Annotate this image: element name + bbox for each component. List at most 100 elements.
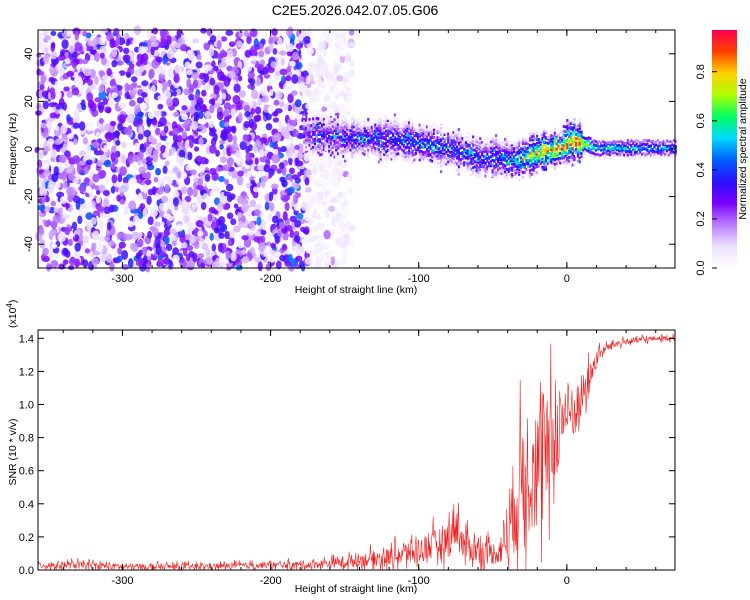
- spectrogram-cell: [360, 133, 363, 137]
- spectrogram-cell: [504, 138, 507, 141]
- spectrogram-cell: [221, 132, 228, 142]
- spectrogram-cell: [543, 129, 546, 133]
- spectrogram-cell: [457, 170, 461, 174]
- spectrogram-cell: [617, 146, 621, 150]
- spectrogram-cell: [518, 171, 521, 175]
- spectrogram-cell: [244, 49, 252, 58]
- spectrogram-cell: [548, 155, 551, 159]
- spectrogram-cell: [322, 120, 325, 123]
- spectrogram-cell: [260, 87, 267, 97]
- spectrogram-cell: [383, 145, 386, 149]
- spectrogram-cell: [480, 165, 484, 169]
- spectrogram-cell: [457, 154, 461, 157]
- spectrogram-cell: [312, 151, 315, 155]
- spectrogram-cell: [603, 151, 606, 155]
- spectrogram-cell: [409, 158, 413, 162]
- spectrogram-cell: [498, 154, 501, 158]
- spectrogram-cell: [310, 34, 315, 44]
- spectrogram-cell: [333, 129, 336, 133]
- spectrogram-cell: [443, 155, 446, 159]
- spectrogram-cell: [466, 144, 469, 148]
- spectrogram-cell: [367, 120, 370, 124]
- spectrogram-cell: [440, 157, 443, 160]
- spectrogram-cell: [317, 118, 320, 122]
- spectrogram-cell: [543, 128, 546, 132]
- spectrogram-cell: [448, 138, 452, 141]
- spectrogram-cell: [395, 137, 398, 141]
- spectrogram-cell: [514, 171, 517, 175]
- spectrogram-cell: [279, 176, 286, 183]
- spectrogram-cell: [635, 139, 638, 143]
- spectrogram-cell: [642, 138, 645, 142]
- spectrogram-cell: [585, 149, 589, 152]
- spectrogram-cell: [504, 166, 507, 170]
- spectrogram-cell: [427, 124, 430, 128]
- spectrogram-cell: [552, 137, 555, 140]
- spectrogram-cell: [363, 138, 366, 142]
- spectrogram-cell: [342, 141, 345, 145]
- spectrogram-cell: [316, 222, 325, 231]
- spectrogram-cell: [530, 156, 533, 160]
- spectrogram-cell: [539, 140, 542, 144]
- spectrogram-cell: [248, 144, 253, 152]
- spectrogram-cell: [640, 148, 644, 151]
- spectrogram-cell: [209, 190, 215, 201]
- spectrogram-cell: [436, 129, 439, 133]
- spectrogram-cell: [488, 144, 491, 148]
- spectrogram-cell: [383, 126, 386, 130]
- spectrogram-cell: [464, 161, 468, 165]
- spectrogram-cell: [50, 30, 57, 37]
- spectrogram-cell: [571, 121, 574, 125]
- spectrogram-cell: [450, 162, 453, 166]
- spectrogram-cell: [441, 132, 445, 136]
- spectrogram-cell: [560, 147, 564, 151]
- spectrogram-cell: [157, 258, 165, 267]
- spectrogram-cell: [209, 35, 217, 43]
- spectrogram-cell: [438, 142, 441, 145]
- spectrogram-cell: [569, 155, 573, 159]
- spectrogram-cell: [607, 149, 610, 153]
- spectrogram-cell: [230, 251, 237, 262]
- spectrogram-cell: [475, 169, 478, 173]
- spectrogram-cell: [424, 133, 427, 137]
- spectrogram-cell: [480, 159, 484, 162]
- spectrogram-cell: [239, 141, 247, 151]
- spectrogram-cell: [448, 132, 452, 135]
- spectrogram-cell: [532, 176, 535, 179]
- spectrogram-cell: [386, 125, 389, 129]
- spectrogram-cell: [523, 153, 526, 157]
- spectrogram-cell: [384, 143, 388, 147]
- spectrogram-cell: [85, 121, 94, 132]
- spectrogram-cell: [320, 131, 324, 135]
- spectrogram-cell: [137, 192, 143, 202]
- spectrogram-cell: [310, 129, 313, 133]
- spectrogram-cell: [393, 154, 397, 158]
- spectrogram-cell: [303, 146, 306, 150]
- spectrogram-cell: [377, 160, 381, 164]
- spectrogram-cell: [448, 150, 452, 154]
- spectrogram-cell: [295, 255, 303, 262]
- spectrogram-cell: [383, 124, 386, 128]
- spectrogram-cell: [365, 132, 368, 136]
- spectrogram-cell: [115, 150, 121, 158]
- spectrogram-cell: [210, 98, 216, 107]
- spectrogram-cell: [360, 136, 363, 140]
- spectrogram-cell: [322, 242, 330, 250]
- spectrogram-cell: [525, 159, 528, 162]
- spectrogram-cell: [303, 149, 306, 153]
- spectrogram-cell: [416, 141, 420, 145]
- spectrogram-cell: [338, 123, 341, 127]
- spectrogram-cell: [569, 122, 573, 126]
- spectrogram-cell: [544, 159, 548, 163]
- spectrogram-cell: [345, 117, 349, 121]
- spectrogram-cell: [150, 41, 159, 48]
- spectrogram-cell: [236, 40, 243, 48]
- spectrogram-cell: [408, 152, 411, 155]
- spectrogram-cell: [192, 188, 198, 198]
- spectrogram-cell: [411, 152, 414, 156]
- spectrogram-cell: [568, 151, 571, 155]
- spectrogram-cell: [580, 152, 583, 155]
- spectrogram-cell: [555, 137, 558, 141]
- spectrogram-cell: [493, 134, 496, 138]
